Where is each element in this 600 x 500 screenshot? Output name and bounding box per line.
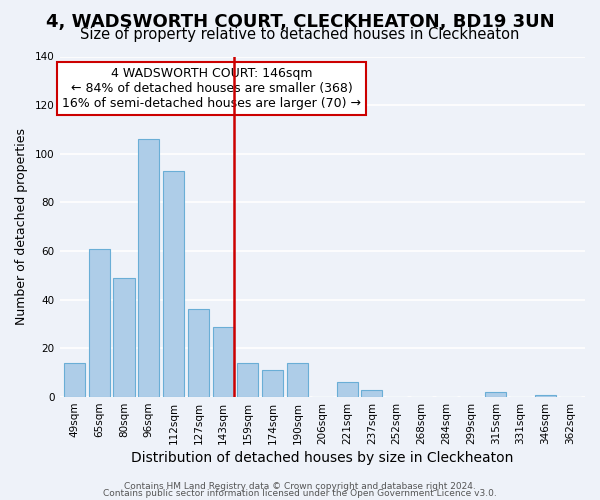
Text: Contains public sector information licensed under the Open Government Licence v3: Contains public sector information licen…	[103, 490, 497, 498]
Bar	[113, 278, 134, 397]
Bar	[485, 392, 506, 397]
Text: 4, WADSWORTH COURT, CLECKHEATON, BD19 3UN: 4, WADSWORTH COURT, CLECKHEATON, BD19 3U…	[46, 12, 554, 30]
Bar	[361, 390, 382, 397]
Bar	[89, 248, 110, 397]
Bar	[64, 363, 85, 397]
Bar	[188, 310, 209, 397]
Bar	[287, 363, 308, 397]
Text: 4 WADSWORTH COURT: 146sqm
← 84% of detached houses are smaller (368)
16% of semi: 4 WADSWORTH COURT: 146sqm ← 84% of detac…	[62, 66, 361, 110]
Bar	[535, 394, 556, 397]
Bar	[163, 171, 184, 397]
Text: Size of property relative to detached houses in Cleckheaton: Size of property relative to detached ho…	[80, 28, 520, 42]
Y-axis label: Number of detached properties: Number of detached properties	[15, 128, 28, 326]
Text: Contains HM Land Registry data © Crown copyright and database right 2024.: Contains HM Land Registry data © Crown c…	[124, 482, 476, 491]
Bar	[138, 139, 160, 397]
X-axis label: Distribution of detached houses by size in Cleckheaton: Distribution of detached houses by size …	[131, 451, 514, 465]
Bar	[238, 363, 259, 397]
Bar	[262, 370, 283, 397]
Bar	[212, 326, 233, 397]
Bar	[337, 382, 358, 397]
